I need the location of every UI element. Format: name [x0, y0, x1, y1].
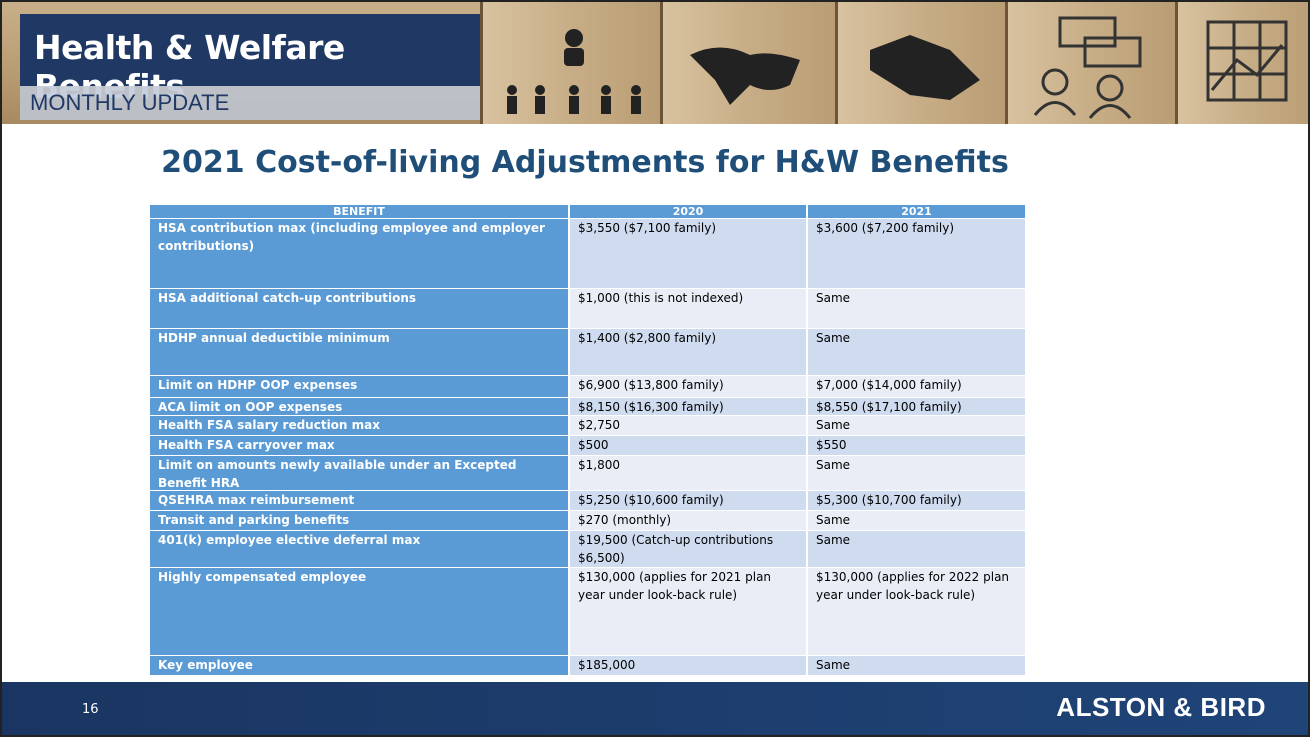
- value-cell: $7,000 ($14,000 family): [808, 376, 1025, 398]
- benefit-cell: HSA contribution max (including employee…: [150, 219, 570, 289]
- people-icon: [507, 29, 641, 114]
- value-cell: Same: [808, 416, 1025, 436]
- column-header: 2020: [570, 205, 808, 219]
- table-row: Health FSA carryover max$500$550: [150, 436, 1025, 456]
- table-row: HDHP annual deductible minimum$1,400 ($2…: [150, 329, 1025, 376]
- value-cell: $8,550 ($17,100 family): [808, 398, 1025, 416]
- brand: ALSTON & BIRD: [1056, 692, 1266, 723]
- graph-icon: [1208, 22, 1286, 100]
- value-cell: $500: [570, 436, 808, 456]
- slide-title: 2021 Cost-of-living Adjustments for H&W …: [0, 145, 1170, 180]
- table-row: HSA additional catch-up contributions$1,…: [150, 289, 1025, 329]
- benefit-cell: HDHP annual deductible minimum: [150, 329, 570, 376]
- value-cell: $3,600 ($7,200 family): [808, 219, 1025, 289]
- value-cell: $550: [808, 436, 1025, 456]
- benefit-cell: Limit on amounts newly available under a…: [150, 456, 570, 491]
- benefit-cell: Health FSA salary reduction max: [150, 416, 570, 436]
- table-row: 401(k) employee elective deferral max$19…: [150, 531, 1025, 568]
- benefit-cell: Highly compensated employee: [150, 568, 570, 656]
- benefit-cell: QSEHRA max reimbursement: [150, 491, 570, 511]
- table-row: QSEHRA max reimbursement$5,250 ($10,600 …: [150, 491, 1025, 511]
- title-box: Health & Welfare Benefits: [20, 14, 480, 86]
- handshake-icon: [870, 35, 980, 100]
- benefit-cell: Health FSA carryover max: [150, 436, 570, 456]
- page-number: 16: [82, 702, 99, 717]
- footer: 16 ALSTON & BIRD: [0, 682, 1310, 737]
- table-row: Transit and parking benefits$270 (monthl…: [150, 511, 1025, 531]
- chat-icon: [1035, 18, 1140, 118]
- slide: Health & Welfare Benefits MONTHLY UPDATE…: [0, 0, 1310, 737]
- value-cell: $3,550 ($7,100 family): [570, 219, 808, 289]
- value-cell: $130,000 (applies for 2022 plan year und…: [808, 568, 1025, 656]
- value-cell: $1,800: [570, 456, 808, 491]
- table-row: ACA limit on OOP expenses$8,150 ($16,300…: [150, 398, 1025, 416]
- value-cell: $185,000: [570, 656, 808, 676]
- value-cell: Same: [808, 656, 1025, 676]
- table-row: Limit on HDHP OOP expenses$6,900 ($13,80…: [150, 376, 1025, 398]
- table-row: Highly compensated employee$130,000 (app…: [150, 568, 1025, 656]
- value-cell: $6,900 ($13,800 family): [570, 376, 808, 398]
- value-cell: $5,300 ($10,700 family): [808, 491, 1025, 511]
- benefit-cell: HSA additional catch-up contributions: [150, 289, 570, 329]
- value-cell: $19,500 (Catch-up contributions $6,500): [570, 531, 808, 568]
- benefit-cell: Transit and parking benefits: [150, 511, 570, 531]
- value-cell: $1,400 ($2,800 family): [570, 329, 808, 376]
- value-cell: Same: [808, 289, 1025, 329]
- value-cell: $270 (monthly): [570, 511, 808, 531]
- benefit-cell: ACA limit on OOP expenses: [150, 398, 570, 416]
- value-cell: Same: [808, 531, 1025, 568]
- value-cell: $130,000 (applies for 2021 plan year und…: [570, 568, 808, 656]
- value-cell: $2,750: [570, 416, 808, 436]
- subtitle-box: MONTHLY UPDATE: [20, 86, 480, 120]
- value-cell: Same: [808, 456, 1025, 491]
- value-cell: Same: [808, 511, 1025, 531]
- world-icon: [690, 48, 800, 106]
- header-subtitle: MONTHLY UPDATE: [30, 90, 229, 116]
- column-header: BENEFIT: [150, 205, 570, 219]
- value-cell: Same: [808, 329, 1025, 376]
- column-header: 2021: [808, 205, 1025, 219]
- benefit-cell: Key employee: [150, 656, 570, 676]
- benefit-cell: 401(k) employee elective deferral max: [150, 531, 570, 568]
- header-banner: Health & Welfare Benefits MONTHLY UPDATE: [0, 0, 1310, 124]
- value-cell: $8,150 ($16,300 family): [570, 398, 808, 416]
- table-row: Limit on amounts newly available under a…: [150, 456, 1025, 491]
- table-row: HSA contribution max (including employee…: [150, 219, 1025, 289]
- value-cell: $5,250 ($10,600 family): [570, 491, 808, 511]
- value-cell: $1,000 (this is not indexed): [570, 289, 808, 329]
- benefit-cell: Limit on HDHP OOP expenses: [150, 376, 570, 398]
